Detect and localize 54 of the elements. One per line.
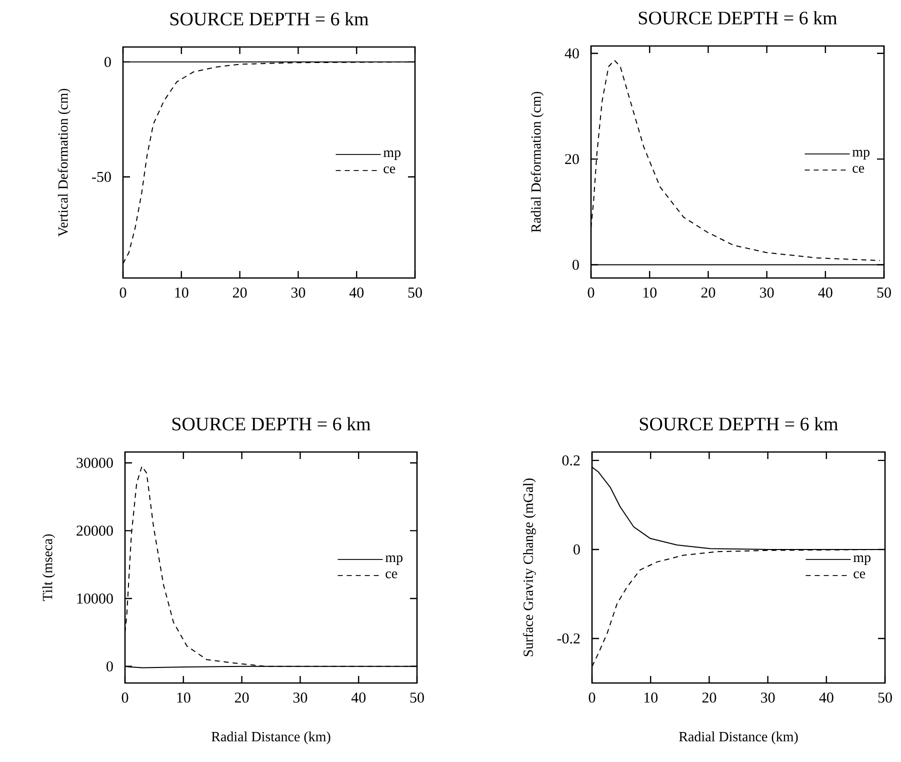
chart-title: SOURCE DEPTH = 6 km (172, 417, 371, 430)
y-tick-label: 10000 (77, 593, 113, 604)
x-tick-label: 40 (818, 288, 832, 298)
y-axis-title: Tilt (mseca) (42, 534, 56, 602)
legend-label: ce (386, 571, 398, 578)
x-tick-label: 0 (588, 692, 596, 703)
x-axis-title: Radial Distance (km) (212, 732, 330, 744)
x-axis-title: Radial Distance (km) (679, 732, 798, 744)
legend-label: mp (852, 150, 870, 160)
x-tick-label: 20 (234, 692, 249, 703)
y-tick-label: 0 (104, 56, 111, 67)
chart-title: SOURCE DEPTH = 6 km (170, 12, 369, 26)
x-tick-label: 10 (175, 288, 188, 298)
y-axis-title: Radial Deformation (cm) (530, 92, 544, 232)
x-tick-label: 50 (410, 692, 424, 703)
legend-label: mp (383, 150, 401, 160)
y-tick-label: 30000 (76, 458, 113, 468)
legend-label: ce (852, 166, 864, 173)
y-tick-label: -0.2 (557, 633, 580, 644)
x-tick-label: 50 (877, 288, 891, 298)
y-tick-label: 40 (564, 48, 579, 58)
x-tick-label: 30 (293, 692, 308, 703)
y-axis-title: Vertical Deformation (cm) (58, 88, 71, 237)
y-tick-label: 0 (106, 661, 113, 672)
legend-label: ce (384, 166, 396, 174)
x-tick-label: 30 (760, 288, 774, 298)
x-tick-label: 20 (232, 288, 247, 298)
x-tick-label: 50 (408, 288, 422, 298)
x-tick-label: 30 (761, 692, 775, 703)
x-tick-label: 40 (349, 288, 364, 298)
x-tick-label: 20 (702, 692, 716, 703)
x-tick-label: 30 (291, 288, 306, 298)
legend-label: ce (854, 571, 866, 578)
y-tick-label: 0 (572, 260, 579, 270)
x-tick-label: 20 (701, 288, 716, 298)
y-tick-label: 0 (574, 544, 580, 555)
y-tick-label: 20 (565, 154, 579, 164)
y-tick-label: 20000 (76, 526, 113, 536)
x-tick-label: 40 (351, 692, 366, 703)
y-tick-label: 0.2 (562, 455, 580, 466)
x-tick-label: 50 (878, 692, 892, 703)
legend-label: mp (385, 555, 403, 565)
x-tick-label: 0 (120, 288, 126, 298)
legend-label: mp (853, 555, 870, 565)
x-tick-label: 0 (122, 692, 128, 703)
x-tick-label: 40 (819, 692, 834, 703)
x-tick-label: 10 (644, 692, 658, 703)
x-tick-label: 0 (588, 288, 594, 298)
y-tick-label: -50 (92, 172, 111, 182)
x-tick-label: 10 (643, 288, 657, 298)
y-axis-title: Surface Gravity Change (mGal) (522, 478, 536, 656)
chart-title: SOURCE DEPTH = 6 km (640, 417, 838, 430)
chart-title: SOURCE DEPTH = 6 km (638, 11, 838, 24)
x-tick-label: 10 (177, 692, 190, 703)
